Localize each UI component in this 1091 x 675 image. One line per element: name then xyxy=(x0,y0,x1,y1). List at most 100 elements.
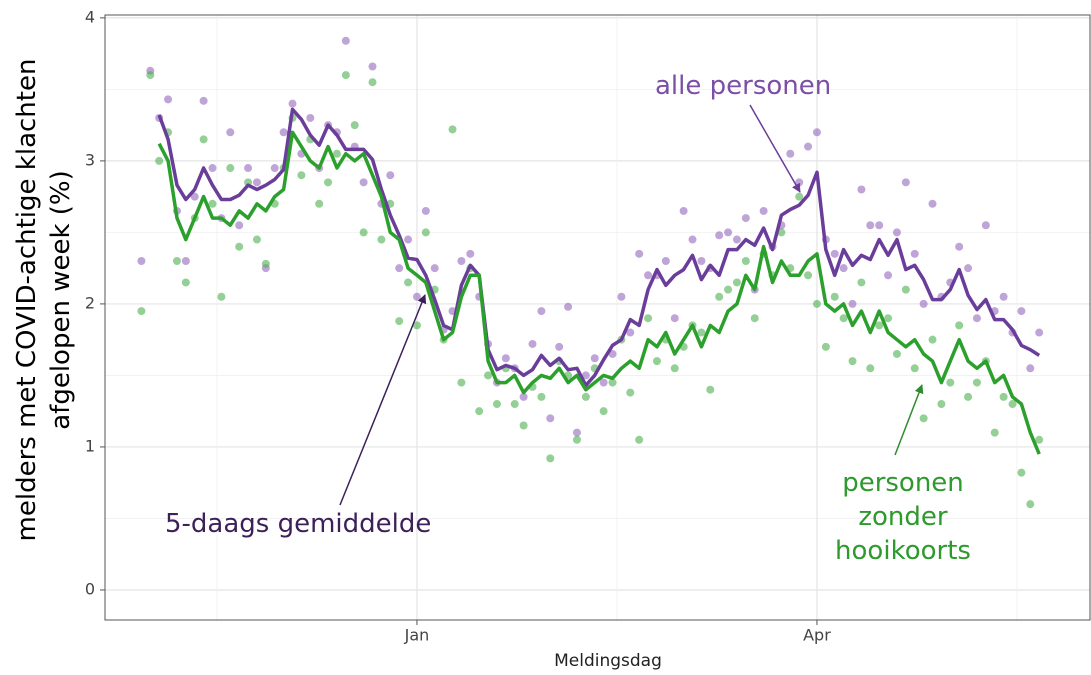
point xyxy=(830,249,839,258)
point xyxy=(590,354,599,363)
point xyxy=(910,364,919,373)
point xyxy=(1017,468,1026,477)
point xyxy=(368,78,377,87)
point xyxy=(635,249,644,258)
point xyxy=(599,378,608,387)
point xyxy=(546,414,555,423)
point xyxy=(190,192,199,201)
point xyxy=(324,178,333,187)
point xyxy=(155,156,164,165)
point xyxy=(430,264,439,273)
point xyxy=(359,178,368,187)
point xyxy=(670,314,679,323)
x-axis-label: Meldingsdag xyxy=(554,651,662,671)
point xyxy=(928,199,937,208)
point xyxy=(199,135,208,144)
annotation: alle personen xyxy=(655,71,832,101)
x-tick-label: Jan xyxy=(404,626,430,645)
point xyxy=(697,328,706,337)
point xyxy=(279,128,288,137)
point xyxy=(395,317,404,326)
point xyxy=(955,242,964,251)
point xyxy=(724,285,733,294)
point xyxy=(252,235,261,244)
point xyxy=(208,199,217,208)
point xyxy=(270,164,279,173)
point xyxy=(519,392,528,401)
point xyxy=(732,235,741,244)
point xyxy=(377,235,386,244)
arrow xyxy=(339,294,427,506)
point xyxy=(866,364,875,373)
point xyxy=(466,249,475,258)
point xyxy=(955,321,964,330)
point xyxy=(404,278,413,287)
point xyxy=(199,96,208,105)
point xyxy=(484,371,493,380)
point xyxy=(866,221,875,230)
point xyxy=(1026,500,1035,509)
line xyxy=(157,107,1041,388)
point xyxy=(661,257,670,266)
point xyxy=(235,242,244,251)
point xyxy=(226,164,235,173)
point xyxy=(537,392,546,401)
point xyxy=(457,378,466,387)
point xyxy=(715,292,724,301)
point xyxy=(999,292,1008,301)
point xyxy=(697,257,706,266)
point xyxy=(137,307,146,316)
point xyxy=(741,257,750,266)
point xyxy=(652,357,661,366)
y-tick-label: 3 xyxy=(85,150,95,169)
marks xyxy=(137,36,1044,509)
point xyxy=(910,249,919,258)
point xyxy=(252,178,261,187)
point xyxy=(901,285,910,294)
y-tick-label: 2 xyxy=(85,293,95,312)
point xyxy=(564,302,573,311)
point xyxy=(715,231,724,240)
point xyxy=(546,454,555,463)
point xyxy=(946,378,955,387)
point xyxy=(919,299,928,308)
point xyxy=(288,99,297,108)
point xyxy=(492,400,501,409)
point xyxy=(617,292,626,301)
point xyxy=(581,371,590,380)
point xyxy=(350,121,359,130)
point xyxy=(235,221,244,230)
point xyxy=(839,314,848,323)
x-tick-label: Apr xyxy=(803,626,831,645)
point xyxy=(964,264,973,273)
point xyxy=(244,164,253,173)
point xyxy=(804,142,813,151)
point xyxy=(990,428,999,437)
point xyxy=(226,128,235,137)
grid xyxy=(105,15,1090,620)
point xyxy=(448,125,457,134)
y-tick-label: 1 xyxy=(85,436,95,455)
point xyxy=(332,149,341,158)
point xyxy=(581,392,590,401)
point xyxy=(510,400,519,409)
point xyxy=(412,292,421,301)
point xyxy=(750,314,759,323)
point xyxy=(972,378,981,387)
point xyxy=(608,349,617,358)
point xyxy=(901,178,910,187)
point xyxy=(857,278,866,287)
point xyxy=(172,257,181,266)
point xyxy=(217,292,226,301)
point xyxy=(688,235,697,244)
point xyxy=(572,428,581,437)
y-tick-label: 0 xyxy=(85,579,95,598)
point xyxy=(519,421,528,430)
point xyxy=(608,378,617,387)
point xyxy=(670,364,679,373)
point xyxy=(804,271,813,280)
arrow xyxy=(894,384,924,456)
point xyxy=(368,62,377,71)
point xyxy=(315,199,324,208)
